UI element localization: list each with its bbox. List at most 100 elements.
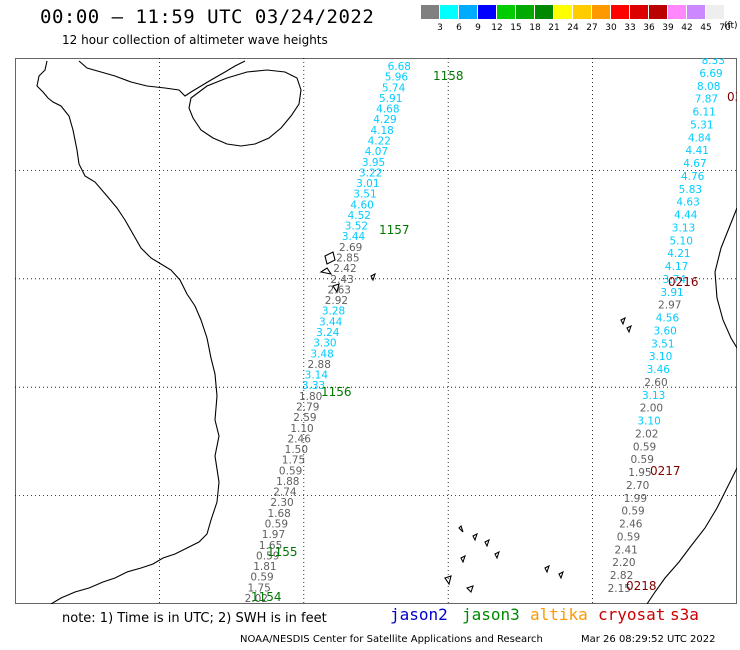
scale-label: 3 (437, 23, 443, 33)
swh-value: 6.11 (692, 107, 715, 119)
swh-value: 5.74 (382, 82, 406, 94)
scale-label: 27 (586, 23, 598, 33)
swh-value: 4.60 (350, 199, 373, 211)
swh-value: 1.68 (267, 508, 290, 520)
scale-swatch (706, 5, 724, 19)
scale-label: 9 (475, 23, 481, 33)
swh-value: 4.07 (365, 146, 388, 158)
swh-value: 2.79 (296, 401, 319, 413)
scale-label: 6 (456, 23, 462, 33)
scale-swatch (535, 5, 553, 19)
scale-swatch (687, 5, 705, 19)
time-marks: 1158 1157 1156 1155 1154 0216 0217 0218 03 (251, 69, 737, 604)
satellite-name: jason3 (462, 605, 520, 624)
swh-value: 4.17 (665, 261, 688, 273)
satellite-name: s3a (670, 605, 699, 624)
scale-swatch (573, 5, 591, 19)
swh-value: 2.42 (333, 263, 356, 275)
time-mark: 1156 (321, 385, 352, 399)
swh-value: 3.10 (649, 351, 672, 363)
swh-value: 4.76 (681, 171, 705, 183)
swh-value: 3.48 (310, 348, 333, 360)
swh-value: 4.52 (348, 210, 371, 222)
scale-swatch (630, 5, 648, 19)
swh-value: 3.52 (345, 221, 368, 233)
swh-value: 1.75 (247, 582, 270, 594)
swh-value: 0.59 (631, 454, 654, 466)
scale-label: 15 (510, 23, 522, 33)
scale-label: 33 (624, 23, 636, 33)
swh-value: 0.59 (250, 572, 273, 584)
scale-swatch (649, 5, 667, 19)
scale-label: 24 (567, 23, 579, 33)
time-mark: 1158 (433, 69, 464, 83)
satellite-name: jason2 (390, 605, 448, 624)
swh-value: 2.74 (273, 487, 297, 499)
swh-value: 2.85 (336, 253, 359, 265)
paracel-islands (319, 251, 340, 294)
scale-label: 45 (700, 23, 712, 33)
swh-value: 3.10 (637, 416, 660, 428)
swh-value: 3.13 (672, 222, 695, 234)
mainland-coastline (36, 60, 220, 604)
swh-value: 5.83 (679, 184, 702, 196)
scale-swatch (516, 5, 534, 19)
time-mark: 1155 (267, 545, 298, 559)
time-mark: 1157 (379, 223, 410, 237)
swh-value: 2.46 (288, 433, 312, 445)
swh-value: 3.46 (647, 364, 671, 376)
swh-value: 3.95 (362, 157, 385, 169)
swh-value: 2.97 (658, 300, 681, 312)
chart-title: 00:00 – 11:59 UTC 03/24/2022 (40, 6, 375, 28)
swh-value: 4.29 (373, 114, 396, 126)
scale-swatch (421, 5, 439, 19)
swh-value: 1.10 (290, 423, 313, 435)
swh-value: 2.02 (245, 593, 268, 604)
swh-value: 6.69 (699, 68, 722, 80)
swh-value: 2.02 (635, 428, 658, 440)
scale-label: 39 (662, 23, 674, 33)
swh-value: 0.59 (256, 550, 279, 562)
scale-swatch (459, 5, 477, 19)
scale-swatch (478, 5, 496, 19)
reef-marks (620, 316, 632, 334)
swh-value: 2.46 (619, 519, 643, 531)
island-east (370, 272, 376, 282)
swh-value: 4.21 (667, 248, 690, 260)
swh-value: 3.22 (359, 167, 382, 179)
time-mark: 1154 (251, 590, 282, 604)
swh-value: 2.30 (270, 497, 293, 509)
swh-value: 2.20 (612, 557, 635, 569)
scale-label: 12 (491, 23, 503, 33)
chart-subtitle: 12 hour collection of altimeter wave hei… (62, 33, 328, 47)
map-background (15, 58, 737, 604)
swh-value: 1.50 (285, 444, 308, 456)
swh-value: 3.51 (353, 189, 376, 201)
swh-value: 3.28 (322, 306, 345, 318)
swh-value: 3.01 (356, 178, 379, 190)
swh-value: 2.82 (610, 570, 633, 582)
swh-value: 7.87 (695, 94, 718, 106)
swh-value: 3.91 (660, 287, 683, 299)
swh-value: 2.41 (614, 544, 637, 556)
swh-value: 3.74 (663, 274, 687, 286)
track-east-values: 8.336.698.087.876.115.314.844.414.674.76… (608, 58, 725, 595)
swh-value: 2.43 (330, 274, 353, 286)
footer-timestamp: Mar 26 08:29:52 UTC 2022 (581, 634, 716, 645)
swh-value: 2.88 (308, 359, 331, 371)
swh-value: 0.59 (279, 465, 302, 477)
swh-value: 4.68 (376, 104, 399, 116)
time-mark: 0217 (650, 464, 681, 478)
swh-value: 1.99 (624, 493, 647, 505)
track-west-values: 6.685.965.745.914.684.294.184.224.073.95… (245, 61, 411, 604)
swh-value: 1.81 (253, 561, 276, 573)
swh-value: 3.44 (342, 231, 366, 243)
swh-value: 4.41 (686, 145, 709, 157)
swh-value: 5.91 (379, 93, 402, 105)
swh-value: 2.69 (339, 242, 362, 254)
swh-value: 4.18 (370, 125, 393, 137)
swh-value: 1.95 (628, 467, 651, 479)
swh-value: 4.22 (368, 135, 391, 147)
swh-value: 1.88 (276, 476, 299, 488)
swh-value: 2.63 (328, 284, 351, 296)
